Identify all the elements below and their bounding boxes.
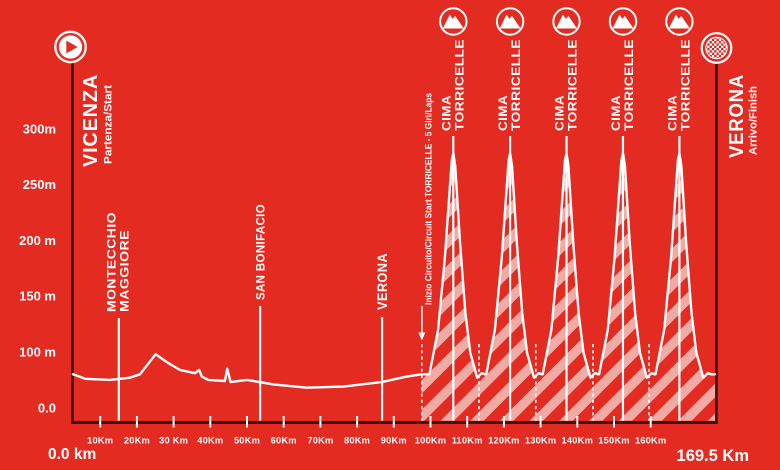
km-tick-label: 110Km (452, 436, 483, 446)
elevation-label: 150 m (19, 289, 56, 304)
km-tick (613, 416, 615, 428)
profile-line (71, 152, 717, 389)
mountain-icon (495, 7, 525, 36)
peak-label: CIMA (496, 95, 510, 131)
circuit-hatched-area (421, 153, 715, 421)
km-tick (172, 416, 175, 428)
km-tick (319, 416, 322, 428)
circuit-start-label: Inizio Circuito/Circuit Start TORRICELLE… (424, 93, 434, 305)
elevation-label: 200 m (19, 233, 56, 248)
km-tick-label: 40Km (197, 436, 223, 446)
peak-label: TORRICELLE (678, 39, 692, 131)
elevation-label: 250m (23, 177, 56, 192)
km-tick-label: 70Km (307, 436, 333, 446)
start-icon (54, 30, 87, 64)
km-tick (209, 416, 212, 428)
marker-label-montecchio: MAGGIORE (118, 230, 132, 312)
mountain-icon (608, 7, 638, 36)
km-tick (429, 416, 432, 428)
km-tick (649, 416, 652, 428)
km-tick (135, 416, 138, 428)
peak-label: CIMA (609, 95, 623, 131)
km-tick (356, 416, 359, 428)
marker-label-san-bonifacio: SAN BONIFACIO (253, 204, 267, 300)
circuit-start-arrow-icon (418, 332, 426, 341)
finish-icon (700, 32, 733, 64)
peak-label: CIMA (439, 95, 453, 131)
elevation-label: 100 m (19, 345, 56, 360)
km-tick-label: 120Km (488, 436, 520, 446)
km-tick (392, 416, 395, 428)
km-tick-label: 50Km (234, 436, 260, 446)
km-tick-label: 130Km (525, 436, 557, 446)
start-city-label: VICENZA (80, 74, 102, 167)
km-tick (502, 416, 505, 428)
marker-label-verona-mid: VERONA (374, 253, 390, 310)
km-tick (282, 416, 285, 428)
peak-label: TORRICELLE (509, 39, 523, 131)
km-tick-label: 10Km (87, 436, 113, 446)
km-tick (99, 416, 102, 428)
km-tick-label: 140Km (562, 436, 594, 446)
mountain-icon (552, 7, 581, 36)
chart-generated-content: MONTECCHIO MAGGIORE SAN BONIFACIO VERONA CIM… (19, 7, 717, 446)
start-sub-label: Partenza/Start (103, 85, 115, 164)
elevation-label: 300m (23, 121, 56, 136)
finish-sub-label: Arrivo/Finish (748, 86, 760, 155)
peak-label: TORRICELLE (622, 39, 636, 131)
finish-city-label: VERONA (726, 74, 748, 158)
km-tick-label: 160Km (635, 436, 667, 446)
peak-label: TORRICELLE (566, 39, 580, 131)
km-tick-label: 100Km (415, 436, 447, 446)
marker-label-montecchio: MONTECCHIO (105, 212, 119, 312)
km-tick-label: 90Km (381, 436, 407, 446)
peak-label: CIMA (553, 95, 567, 131)
mountain-icon (665, 7, 694, 36)
km-tick (539, 416, 542, 428)
km-end-label: 169.5 Km (677, 447, 749, 465)
km-tick-label: 60Km (271, 436, 297, 446)
km-tick-label: 30 Km (159, 436, 188, 446)
km-tick-label: 150Km (598, 436, 630, 446)
km-tick (466, 416, 469, 428)
km-tick-label: 20Km (124, 436, 150, 446)
km-tick (576, 416, 579, 428)
mountain-icon (439, 7, 468, 36)
km-tick-label: 80Km (344, 436, 370, 446)
peak-label: CIMA (665, 95, 679, 131)
km-origin-label: 0.0 km (48, 446, 96, 463)
peak-label: TORRICELLE (452, 39, 466, 131)
km-tick (246, 416, 248, 428)
elevation-label: 0.0 (38, 400, 56, 415)
